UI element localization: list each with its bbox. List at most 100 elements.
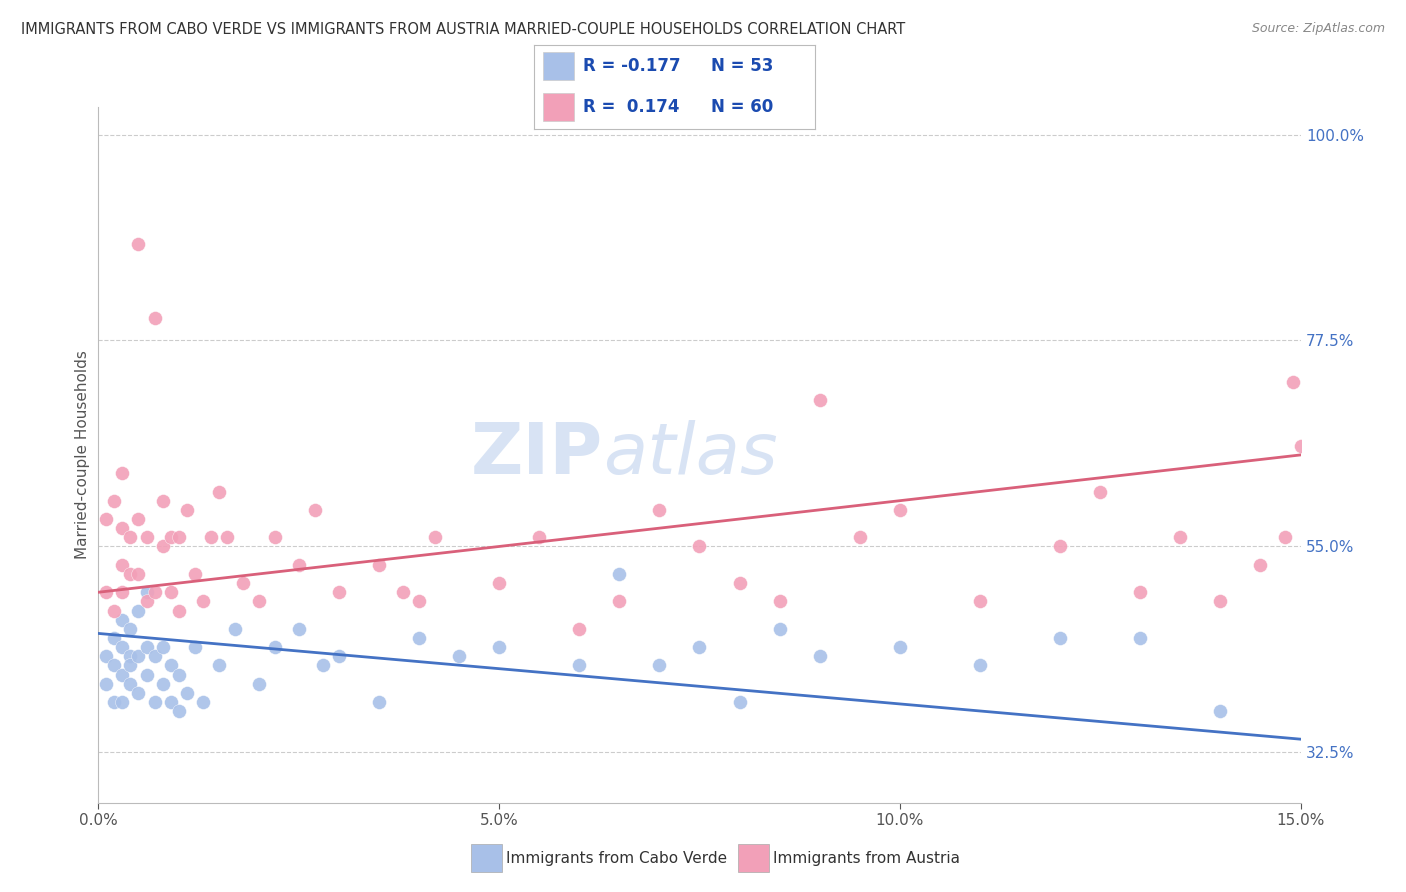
Point [120, 622, 142, 636]
Point [120, 566, 142, 581]
Point [609, 594, 631, 608]
Point [111, 613, 134, 627]
Point [143, 310, 166, 325]
Point [247, 677, 270, 691]
Point [648, 658, 671, 673]
Point [183, 566, 205, 581]
Point [128, 566, 150, 581]
Point [120, 530, 142, 544]
Point [152, 677, 174, 691]
Point [1274, 530, 1296, 544]
Point [808, 392, 831, 407]
Point [111, 521, 134, 535]
Point [408, 631, 430, 645]
Point [1209, 704, 1232, 718]
Point [312, 658, 335, 673]
Point [263, 640, 285, 655]
Point [529, 530, 551, 544]
Point [111, 695, 134, 709]
Point [96, 677, 118, 691]
Point [247, 594, 270, 608]
Point [1088, 484, 1111, 499]
Point [111, 585, 134, 599]
Point [111, 667, 134, 681]
Point [1129, 631, 1152, 645]
Point [1209, 594, 1232, 608]
Text: Source: ZipAtlas.com: Source: ZipAtlas.com [1251, 22, 1385, 36]
Point [215, 530, 238, 544]
Point [1250, 558, 1272, 572]
Point [1049, 631, 1071, 645]
Point [159, 695, 181, 709]
Point [769, 622, 792, 636]
Text: Immigrants from Austria: Immigrants from Austria [773, 851, 960, 865]
Point [200, 530, 222, 544]
Point [111, 558, 134, 572]
Point [128, 603, 150, 617]
Point [96, 649, 118, 664]
Point [103, 493, 125, 508]
Text: N = 60: N = 60 [711, 98, 773, 116]
Text: atlas: atlas [603, 420, 778, 490]
Point [1170, 530, 1192, 544]
Point [568, 622, 591, 636]
Point [728, 695, 751, 709]
Point [152, 640, 174, 655]
Point [128, 512, 150, 526]
Point [152, 493, 174, 508]
Point [111, 467, 134, 481]
Point [328, 649, 350, 664]
Point [135, 594, 157, 608]
Point [288, 558, 311, 572]
Point [969, 658, 991, 673]
Point [167, 530, 190, 544]
Point [648, 503, 671, 517]
Point [176, 503, 198, 517]
Point [183, 640, 205, 655]
Point [135, 667, 157, 681]
Point [368, 558, 391, 572]
Point [111, 640, 134, 655]
Point [96, 585, 118, 599]
Point [167, 667, 190, 681]
Point [224, 622, 246, 636]
Point [167, 603, 190, 617]
Text: R =  0.174: R = 0.174 [583, 98, 681, 116]
Point [689, 640, 711, 655]
Point [609, 566, 631, 581]
Point [328, 585, 350, 599]
Point [191, 594, 214, 608]
Point [969, 594, 991, 608]
Point [143, 649, 166, 664]
Point [103, 631, 125, 645]
Point [96, 512, 118, 526]
Point [488, 576, 510, 591]
Point [368, 695, 391, 709]
Point [159, 658, 181, 673]
Point [191, 695, 214, 709]
Point [447, 649, 470, 664]
Text: Immigrants from Cabo Verde: Immigrants from Cabo Verde [506, 851, 727, 865]
Point [135, 530, 157, 544]
Point [728, 576, 751, 591]
Point [103, 658, 125, 673]
Point [1129, 585, 1152, 599]
Point [1281, 375, 1303, 389]
Point [288, 622, 311, 636]
Point [103, 603, 125, 617]
Point [889, 640, 911, 655]
Point [488, 640, 510, 655]
Point [889, 503, 911, 517]
Point [808, 649, 831, 664]
Bar [543, 53, 574, 80]
Point [120, 677, 142, 691]
Point [120, 658, 142, 673]
Point [1289, 439, 1312, 453]
Point [143, 695, 166, 709]
Point [135, 585, 157, 599]
Bar [543, 93, 574, 120]
Point [128, 237, 150, 252]
Text: N = 53: N = 53 [711, 57, 773, 75]
Point [849, 530, 872, 544]
Point [1049, 540, 1071, 554]
